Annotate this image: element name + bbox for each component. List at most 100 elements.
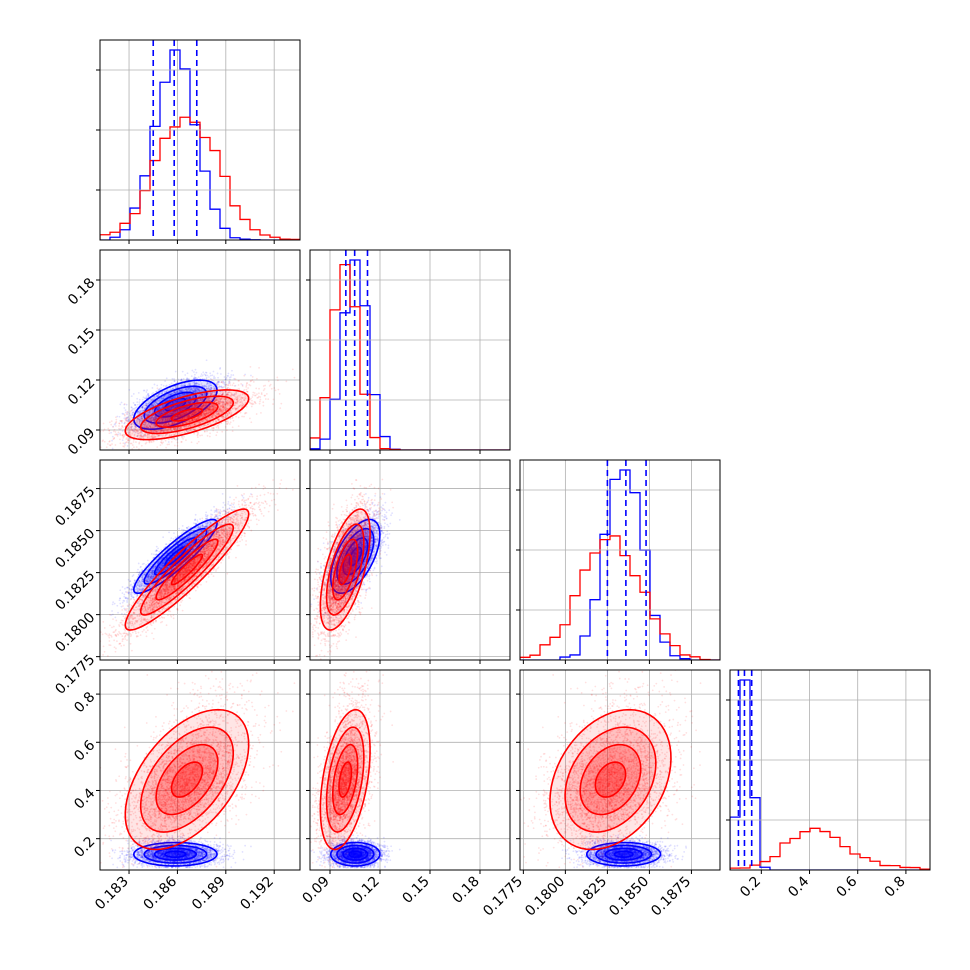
scatter-point <box>187 392 190 395</box>
scatter-point <box>124 411 127 414</box>
scatter-point <box>230 376 232 378</box>
scatter-point <box>176 441 179 444</box>
scatter-point <box>205 386 207 388</box>
scatter-point <box>174 406 177 409</box>
scatter-point <box>235 415 237 418</box>
scatter-point <box>194 390 196 392</box>
scatter-point <box>232 374 235 376</box>
scatter-point <box>133 428 135 430</box>
scatter-point <box>206 387 208 390</box>
scatter-point <box>138 401 141 404</box>
scatter-point <box>231 369 233 372</box>
scatter-point <box>196 388 199 391</box>
scatter-point <box>197 440 200 443</box>
scatter-point <box>198 390 201 392</box>
scatter-point <box>149 401 151 404</box>
scatter-point <box>196 399 199 402</box>
scatter-point <box>183 412 186 415</box>
scatter-point <box>251 379 254 381</box>
scatter-point <box>199 398 202 401</box>
scatter-point <box>182 384 185 387</box>
scatter-point <box>192 386 195 389</box>
scatter-point <box>193 371 195 373</box>
scatter-point <box>177 378 180 381</box>
scatter-point <box>151 393 153 395</box>
scatter-point <box>168 413 170 416</box>
scatter-point <box>161 410 164 412</box>
scatter-point <box>115 418 118 421</box>
scatter-point <box>182 407 185 410</box>
scatter-point <box>209 386 212 389</box>
scatter-point <box>189 401 191 403</box>
scatter-point <box>175 400 178 403</box>
scatter-point <box>179 409 182 412</box>
scatter-point <box>180 379 183 382</box>
scatter-point <box>183 393 186 396</box>
scatter-point <box>167 438 170 441</box>
scatter-point <box>147 394 150 397</box>
scatter-point <box>195 371 198 374</box>
scatter-point <box>232 394 235 397</box>
scatter-point <box>181 407 184 410</box>
scatter-point <box>231 417 234 420</box>
scatter-point <box>219 366 222 369</box>
scatter-point <box>194 377 197 379</box>
scatter-point <box>132 402 135 404</box>
scatter-point <box>181 390 184 393</box>
scatter-point <box>120 401 123 404</box>
scatter-point <box>167 428 170 430</box>
scatter-point <box>267 398 270 401</box>
scatter-point <box>161 429 163 432</box>
scatter-point <box>138 398 141 401</box>
scatter-point <box>179 404 181 407</box>
scatter-point <box>173 444 176 447</box>
scatter-point <box>211 374 214 377</box>
scatter-point <box>144 422 147 425</box>
scatter-point <box>141 398 144 401</box>
scatter-point <box>180 440 183 443</box>
scatter-point <box>119 403 122 406</box>
scatter-point <box>178 409 180 412</box>
scatter-point <box>193 376 196 379</box>
scatter-point <box>250 374 252 377</box>
scatter-point <box>182 389 185 392</box>
scatter-point <box>178 404 181 407</box>
scatter-point <box>156 384 159 387</box>
scatter-point <box>186 378 188 381</box>
scatter-point <box>111 439 113 442</box>
scatter-point <box>120 427 123 430</box>
scatter-point <box>208 435 211 438</box>
scatter-point <box>143 389 146 392</box>
scatter-point <box>216 383 219 386</box>
scatter-point <box>216 381 219 384</box>
scatter-point <box>132 393 135 395</box>
scatter-point <box>202 398 204 401</box>
scatter-point <box>245 385 248 388</box>
scatter-point <box>191 401 194 403</box>
scatter-point <box>158 411 161 414</box>
scatter-point <box>159 418 162 421</box>
scatter-point <box>145 397 148 399</box>
scatter-point <box>201 393 204 396</box>
scatter-point <box>176 390 178 393</box>
scatter-point <box>165 418 167 421</box>
scatter-point <box>248 417 251 420</box>
scatter-point <box>195 411 198 414</box>
scatter-point <box>183 392 186 395</box>
scatter-point <box>178 404 181 407</box>
scatter-point <box>168 418 171 421</box>
scatter-point <box>193 373 196 376</box>
scatter-point <box>113 423 116 426</box>
scatter-point <box>138 418 141 420</box>
scatter-point <box>186 377 189 380</box>
scatter-point <box>180 402 183 405</box>
scatter-point <box>166 443 169 446</box>
scatter-point <box>192 413 194 416</box>
scatter-point <box>110 431 113 434</box>
histogram-step-red <box>100 116 300 240</box>
scatter-point <box>223 376 226 378</box>
scatter-point <box>204 404 207 406</box>
scatter-point <box>119 438 121 441</box>
scatter-point <box>233 385 236 387</box>
